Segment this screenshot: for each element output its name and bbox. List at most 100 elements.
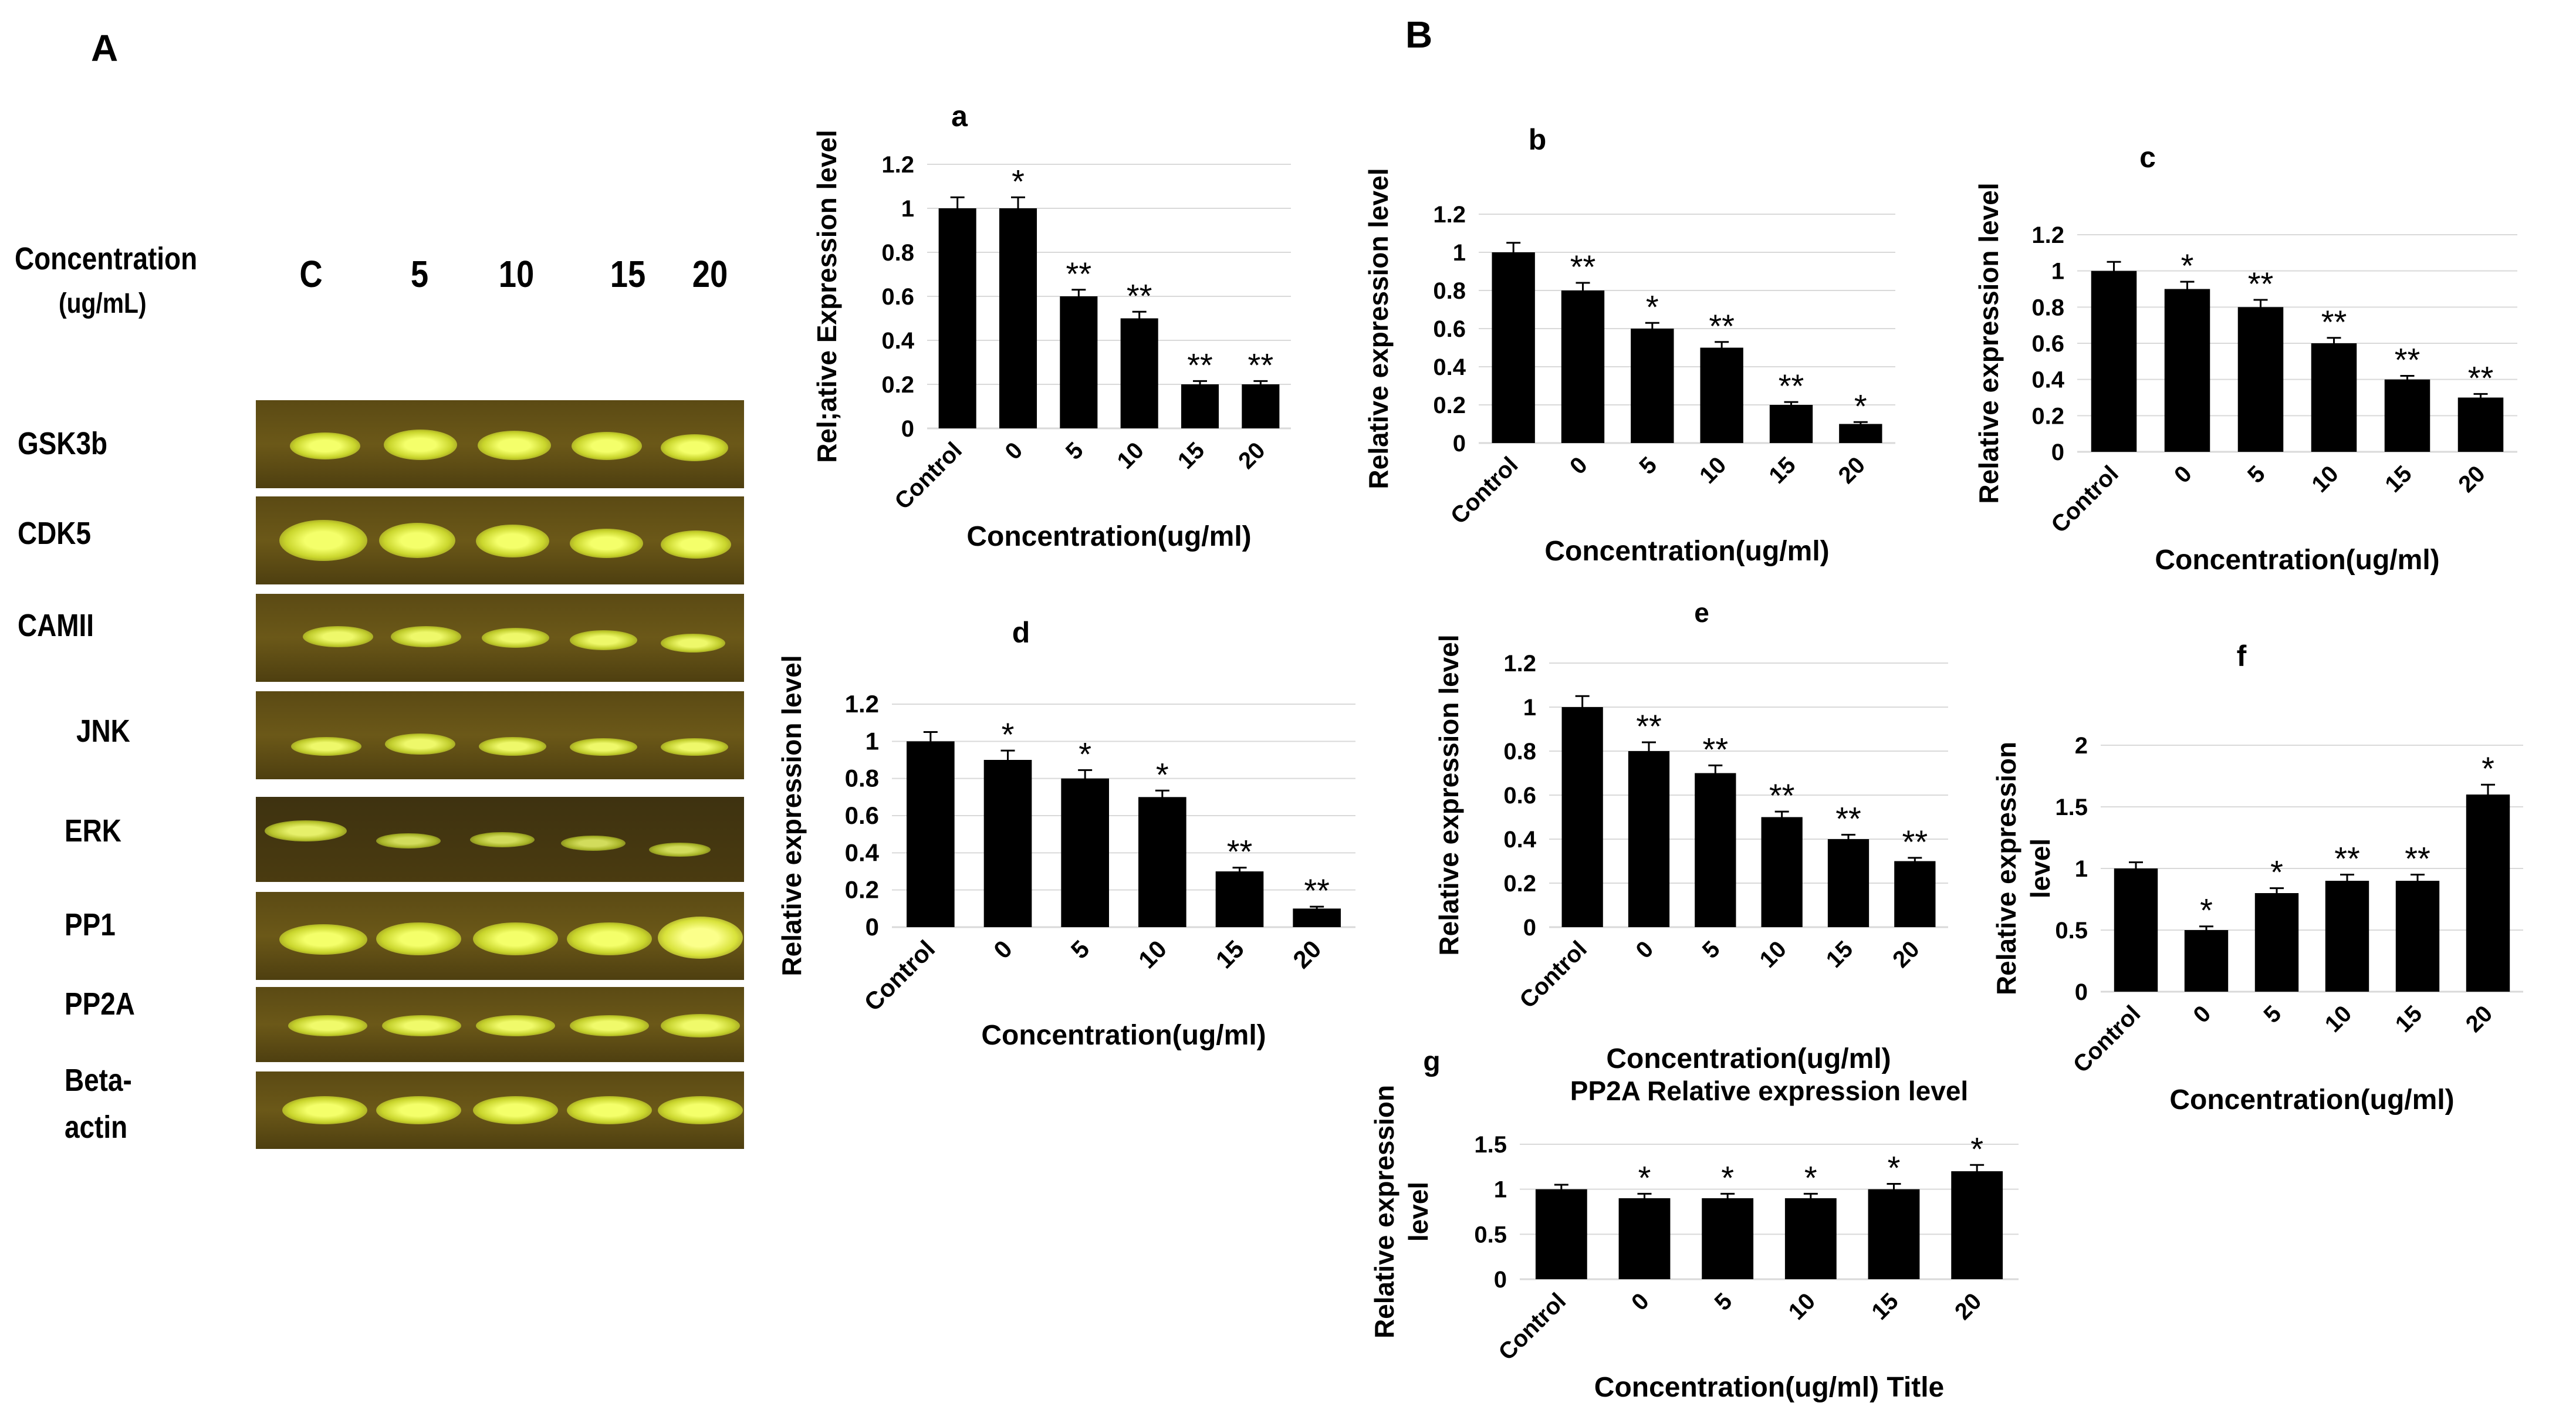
y-tick-label: 0.6 — [1503, 783, 1536, 809]
band — [570, 529, 643, 558]
x-tick-label: Control — [1494, 1288, 1571, 1365]
band — [476, 1015, 555, 1036]
y-tick-label: 1.2 — [1503, 651, 1536, 677]
band — [478, 431, 551, 460]
band — [470, 832, 535, 847]
significance-marker: ** — [1066, 255, 1092, 292]
chart-title: b — [1529, 123, 1547, 156]
y-tick-label: 1.5 — [1474, 1132, 1507, 1158]
y-axis-label: Rel;ative Expression level — [812, 130, 842, 463]
bar — [1894, 861, 1936, 927]
gel-strip-jnk — [256, 691, 744, 779]
significance-marker: ** — [1127, 277, 1152, 314]
gel-strip-cdk5 — [256, 496, 744, 584]
significance-marker: ** — [1769, 777, 1795, 814]
x-axis-label: Concentration(ug/ml) — [981, 1020, 1266, 1051]
y-tick-label: 0 — [901, 416, 914, 442]
x-tick-label: 0 — [988, 935, 1017, 964]
lane-label-5: 5 — [410, 253, 429, 295]
panel-label-a: A — [91, 27, 119, 69]
x-tick-label: 0 — [2189, 1000, 2216, 1028]
bar — [2384, 379, 2430, 452]
x-tick-label: 0 — [2169, 461, 2197, 488]
x-tick-label: 15 — [2380, 461, 2417, 498]
chart-title: g — [1423, 1046, 1440, 1077]
y-tick-label: 0 — [1523, 915, 1536, 941]
band — [376, 922, 461, 955]
y-axis-label: Relative expression level — [776, 655, 807, 976]
y-tick-label: 1.5 — [2055, 795, 2088, 820]
significance-marker: ** — [1187, 346, 1213, 383]
y-tick-label: 0.6 — [2031, 331, 2064, 357]
y-tick-label: 0.8 — [2031, 295, 2064, 320]
band — [282, 1096, 367, 1124]
significance-marker: ** — [2405, 840, 2430, 877]
x-axis-label: Concentration(ug/ml) — [1544, 536, 1829, 567]
y-tick-label: 0.2 — [881, 372, 914, 398]
band — [567, 922, 652, 955]
x-axis-label: Concentration(ug/ml) — [2155, 545, 2439, 576]
bar — [1561, 290, 1605, 443]
gel-strip-pp1 — [256, 892, 744, 980]
bar — [1060, 296, 1098, 428]
gel-strip-gsk3b — [256, 400, 744, 488]
x-tick-label: 5 — [1066, 935, 1095, 964]
band — [279, 924, 367, 955]
bar — [1951, 1171, 2003, 1279]
gel-strip-erk — [256, 797, 744, 882]
band — [479, 737, 546, 756]
bar — [999, 208, 1037, 428]
x-tick-label: 10 — [1754, 936, 1791, 973]
gene-label-actin: actin — [65, 1110, 128, 1145]
y-tick-label: 0.2 — [1433, 393, 1466, 418]
band — [570, 738, 637, 756]
x-tick-label: Control — [890, 437, 967, 515]
y-tick-label: 1.2 — [2031, 222, 2064, 248]
significance-marker: ** — [1902, 823, 1928, 860]
significance-marker: ** — [2468, 359, 2494, 396]
y-tick-label: 1 — [1494, 1177, 1507, 1203]
y-tick-label: 0.6 — [845, 802, 879, 829]
significance-marker: ** — [2248, 265, 2274, 302]
band — [382, 1015, 461, 1036]
x-tick-label: Control — [858, 935, 940, 1016]
y-tick-label: 1 — [901, 196, 914, 222]
band — [303, 626, 373, 647]
significance-marker: ** — [1779, 367, 1804, 404]
gene-label-jnk: JNK — [76, 714, 130, 749]
x-axis-label: Concentration(ug/ml) — [2169, 1084, 2454, 1115]
band — [391, 626, 461, 647]
bar — [2325, 881, 2369, 992]
significance-marker: ** — [1709, 307, 1735, 344]
band — [572, 432, 642, 460]
y-axis-label: level — [2025, 839, 2056, 898]
band — [570, 1015, 649, 1036]
bar — [1120, 318, 1158, 428]
x-axis-label: Concentration(ug/ml) — [1606, 1043, 1891, 1074]
band — [379, 523, 455, 558]
x-tick-label: 15 — [1173, 437, 1210, 474]
y-tick-label: 0 — [2075, 979, 2088, 1005]
y-tick-label: 1.2 — [1433, 202, 1466, 228]
bar — [1827, 839, 1870, 927]
x-tick-label: 20 — [1233, 437, 1270, 474]
band — [376, 1096, 461, 1124]
y-tick-label: 1 — [2051, 259, 2064, 285]
lane-label-c: C — [299, 253, 323, 295]
x-tick-label: 10 — [1112, 437, 1149, 474]
band — [473, 1096, 558, 1124]
y-tick-label: 0.6 — [881, 284, 914, 310]
bar — [1700, 347, 1743, 443]
significance-marker: ** — [1227, 833, 1253, 870]
bar — [1784, 1198, 1837, 1279]
y-tick-label: 2 — [2075, 733, 2088, 759]
y-tick-label: 0 — [1494, 1267, 1507, 1293]
chart-title: f — [2237, 640, 2247, 672]
band — [290, 432, 360, 459]
x-tick-label: 5 — [2243, 461, 2270, 488]
significance-marker: ** — [1304, 872, 1330, 909]
gene-label-cdk5: CDK5 — [18, 516, 91, 551]
x-tick-label: 15 — [1867, 1288, 1904, 1325]
band — [291, 737, 361, 756]
gene-label-gsk3b: GSK3b — [18, 426, 108, 461]
